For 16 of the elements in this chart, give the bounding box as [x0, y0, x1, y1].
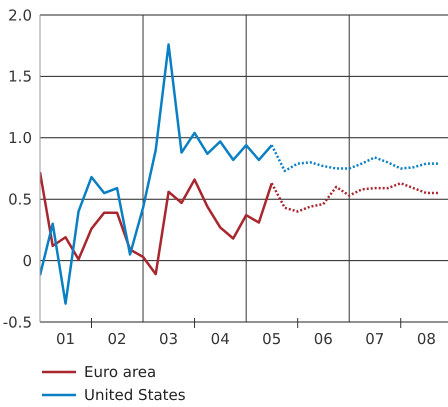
- x-tick-label: 02: [108, 330, 127, 348]
- x-tick-label: 06: [314, 330, 333, 348]
- y-tick-label: 2.0: [8, 6, 32, 24]
- x-tick-label: 08: [416, 330, 436, 348]
- legend-label: Euro area: [84, 362, 156, 380]
- x-tick-label: 07: [365, 330, 384, 348]
- x-tick-label: 04: [210, 330, 230, 348]
- x-tick-label: 01: [56, 330, 76, 348]
- x-tick-label: 03: [159, 330, 178, 348]
- legend-label: United States: [84, 386, 186, 404]
- y-tick-label: 0.5: [8, 190, 32, 209]
- y-tick-label: 1.0: [8, 129, 32, 148]
- y-tick-label: -0.5: [2, 313, 32, 332]
- x-tick-label: 05: [262, 330, 282, 348]
- y-tick-label: 1.5: [8, 68, 32, 86]
- y-tick-label: 0: [22, 252, 32, 270]
